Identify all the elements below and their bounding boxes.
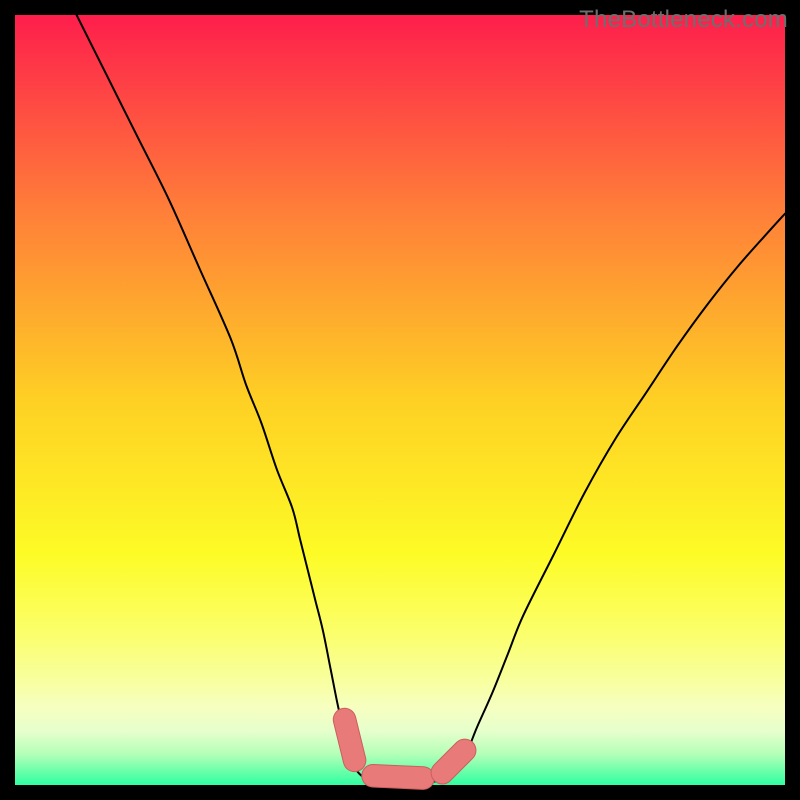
- curve-marker: [345, 720, 355, 761]
- curve-marker: [442, 750, 464, 772]
- plot-background: [15, 15, 785, 785]
- chart-container: TheBottleneck.com: [0, 0, 800, 800]
- watermark-text: TheBottleneck.com: [579, 6, 788, 34]
- chart-svg: [0, 0, 800, 800]
- curve-marker: [373, 776, 423, 778]
